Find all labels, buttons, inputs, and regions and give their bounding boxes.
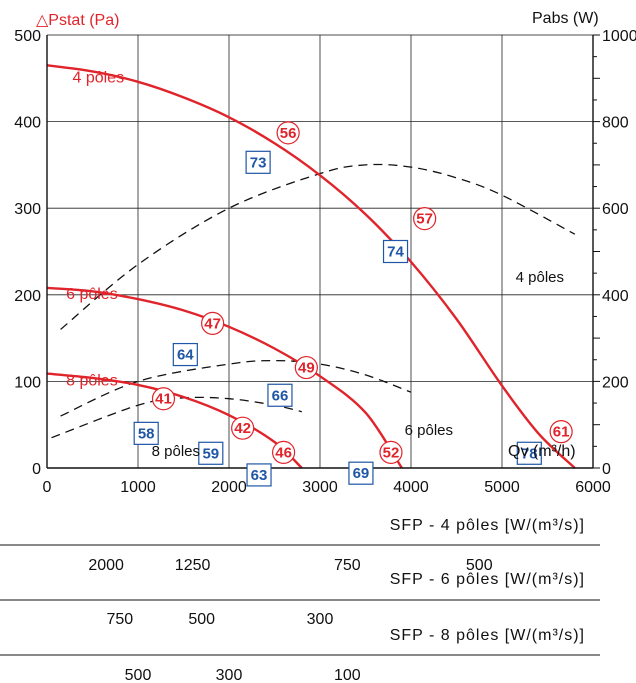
efficiency-circle-marker	[272, 440, 296, 465]
curve-label: 4 pôles	[72, 70, 124, 87]
sfp-scale-title: SFP - 6 pôles [W/(m³/s)]	[390, 571, 585, 588]
sfp-scale-value: 300	[216, 667, 243, 683]
sfp-scale-value: 500	[188, 611, 215, 628]
chart-grid	[47, 35, 593, 468]
efficiency-circle-label: 41	[155, 391, 172, 408]
x-tick-label: 4000	[393, 479, 429, 496]
y-right-tick-label: 1000	[602, 28, 636, 45]
y-right-tick-label: 0	[602, 461, 611, 478]
sfp-scale-value: 750	[106, 611, 133, 628]
curve-label: 6 pôles	[405, 422, 453, 439]
efficiency-box-label: 66	[272, 387, 289, 404]
x-axis-title: Qv (m³/h)	[508, 443, 576, 460]
curve-label: 8 pôles	[66, 373, 118, 390]
efficiency-circle-label: 42	[234, 420, 251, 437]
efficiency-box-marker	[267, 383, 293, 407]
efficiency-circle-label: 57	[416, 211, 433, 228]
curve-label: 8 pôles	[152, 443, 200, 460]
y-left-tick-label: 0	[32, 461, 41, 478]
pressure-curve-line	[46, 64, 576, 469]
x-tick-label: 0	[43, 479, 52, 496]
y-right-tick-label: 200	[602, 374, 629, 391]
y-right-tick-label: 600	[602, 201, 629, 218]
sfp-scale-title: SFP - 4 pôles [W/(m³/s)]	[390, 517, 585, 534]
efficiency-circle-marker	[231, 416, 255, 440]
efficiency-box-marker	[516, 441, 542, 465]
efficiency-circle-label: 56	[280, 125, 297, 142]
y-left-tick-label: 100	[14, 374, 41, 391]
efficiency-box-marker	[245, 150, 271, 174]
efficiency-box-label: 63	[251, 467, 268, 484]
efficiency-circle-marker	[276, 121, 300, 145]
sfp-scale-value: 750	[334, 557, 361, 574]
efficiency-box-label: 59	[202, 445, 219, 462]
x-tick-label: 2000	[211, 479, 247, 496]
efficiency-box-label: 78	[521, 445, 538, 462]
power-curve-line	[60, 359, 412, 417]
x-tick-label: 5000	[484, 479, 520, 496]
efficiency-box-marker	[382, 239, 409, 264]
sfp-scale-value: 1250	[175, 557, 211, 574]
y-left-axis-title: △Pstat (Pa)	[36, 12, 119, 29]
y-left-tick-label: 400	[14, 115, 41, 132]
sfp-scale-value: 500	[125, 667, 152, 683]
sfp-scale-value: 2000	[88, 557, 124, 574]
efficiency-markers: 56 57 47 49 41 42 46 52 61 73 74 64 66 58 59 63 69 78	[133, 121, 573, 487]
sfp-scale-value: 100	[334, 667, 361, 683]
efficiency-box-marker	[133, 421, 159, 445]
efficiency-circle-label: 61	[553, 424, 570, 441]
y-left-tick-label: 500	[14, 28, 41, 45]
x-tick-label: 6000	[575, 479, 611, 496]
curve-label: 6 pôles	[66, 286, 118, 303]
efficiency-circle-label: 46	[275, 444, 292, 461]
pressure-curves	[46, 64, 576, 469]
efficiency-circle-label: 52	[383, 444, 400, 461]
power-curves	[51, 163, 576, 439]
efficiency-circle-marker	[549, 420, 573, 444]
efficiency-box-label: 58	[138, 425, 155, 442]
power-curve-line	[60, 163, 576, 330]
curve-labels: 4 pôles 6 pôles 8 pôles 4 pôles 6 pôles 8 pôl…	[66, 70, 564, 460]
efficiency-circle-label: 49	[298, 360, 315, 377]
efficiency-circle-marker	[379, 440, 403, 465]
efficiency-circle-marker	[201, 311, 225, 335]
efficiency-box-marker	[246, 463, 272, 487]
sfp-scales: SFP - 4 pôles [W/(m³/s)]2000 1250 750 500SF…	[0, 517, 600, 683]
sfp-scale-title: SFP - 8 pôles [W/(m³/s)]	[390, 627, 585, 644]
efficiency-box-label: 69	[353, 465, 370, 482]
efficiency-box-label: 73	[250, 154, 267, 171]
y-left-tick-label: 300	[14, 201, 41, 218]
y-right-axis-title: Pabs (W)	[532, 10, 599, 27]
efficiency-box-marker	[198, 441, 224, 465]
efficiency-circle-marker	[413, 206, 437, 231]
sfp-scale-value: 300	[307, 611, 334, 628]
efficiency-circle-marker	[294, 355, 318, 380]
y-right-tick-label: 400	[602, 288, 629, 305]
sfp-scale-value: 500	[466, 557, 493, 574]
efficiency-circle-marker	[151, 387, 176, 411]
pressure-curve-line	[46, 286, 403, 469]
efficiency-box-marker	[172, 342, 198, 367]
tick-labels: 0 1000 2000 3000 4000 5000 6000010020030040050…	[14, 28, 636, 496]
efficiency-circle-label: 47	[204, 315, 221, 332]
x-tick-label: 3000	[302, 479, 338, 496]
efficiency-box-label: 64	[177, 347, 194, 364]
efficiency-box-label: 74	[387, 244, 404, 261]
x-tick-label: 1000	[120, 479, 156, 496]
y-left-tick-label: 200	[14, 288, 41, 305]
curve-label: 4 pôles	[516, 269, 564, 286]
efficiency-box-marker	[348, 461, 374, 485]
power-curve-line	[51, 396, 302, 439]
chart-axes	[46, 34, 600, 469]
y-right-tick-label: 800	[602, 115, 629, 132]
pressure-curve-line	[46, 372, 303, 469]
